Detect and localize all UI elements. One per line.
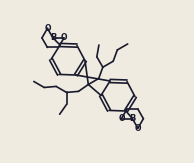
Text: B: B [129, 114, 136, 123]
Text: B: B [50, 33, 56, 42]
Text: O: O [61, 33, 67, 42]
Text: O: O [135, 124, 141, 133]
Text: O: O [44, 24, 51, 33]
Text: O: O [118, 114, 125, 123]
